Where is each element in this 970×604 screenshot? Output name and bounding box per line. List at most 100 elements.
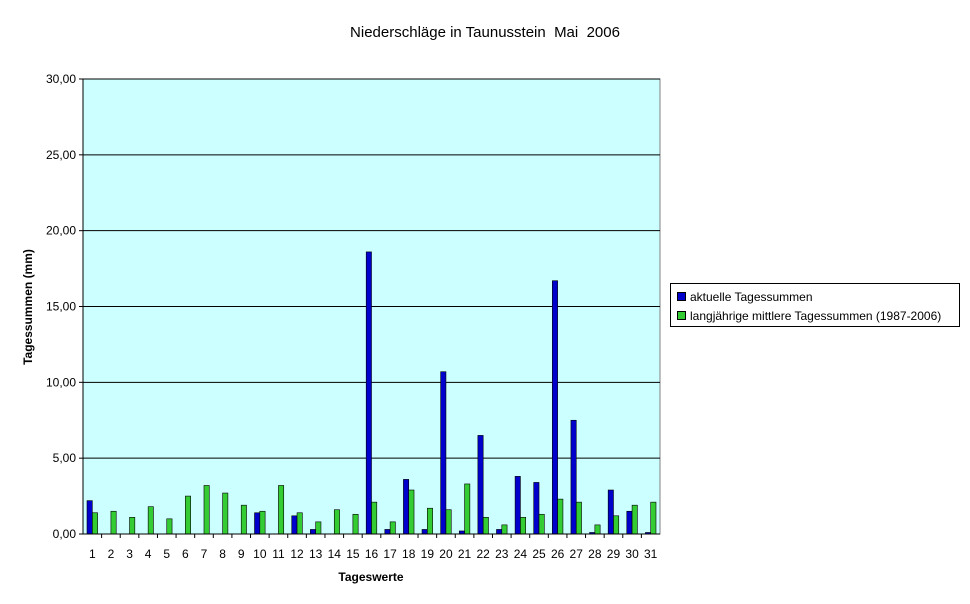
x-tick-label: 4 <box>145 547 152 561</box>
x-tick-label: 25 <box>532 547 546 561</box>
bar-longterm <box>371 501 378 535</box>
bars <box>86 251 657 535</box>
bar-longterm <box>129 517 136 535</box>
bar-longterm <box>222 492 229 535</box>
legend-label-current: aktuelle Tagessummen <box>690 290 813 304</box>
bar-longterm <box>296 512 303 535</box>
bar-longterm <box>203 485 210 535</box>
bar-current <box>607 489 614 535</box>
x-tick-label: 8 <box>219 547 226 561</box>
x-tick-label: 15 <box>346 547 360 561</box>
x-tick-label: 29 <box>607 547 621 561</box>
bar-longterm <box>408 489 415 535</box>
bar-longterm <box>557 498 564 535</box>
bar-longterm <box>110 510 117 535</box>
x-tick-label: 11 <box>272 547 285 561</box>
x-tick-label: 1 <box>89 547 96 561</box>
x-tick-label: 3 <box>126 547 133 561</box>
x-tick-label: 7 <box>201 547 208 561</box>
bar-current <box>477 435 484 535</box>
bar-longterm <box>315 521 322 535</box>
axes <box>79 78 660 538</box>
bar-current <box>533 482 540 535</box>
y-tick-label: 0,00 <box>53 527 77 541</box>
x-tick-label: 19 <box>421 547 435 561</box>
x-tick-label: 20 <box>439 547 453 561</box>
y-tick-label: 10,00 <box>46 375 76 389</box>
bar-current <box>570 419 577 535</box>
bar-current <box>254 512 261 535</box>
x-tick-label: 16 <box>365 547 379 561</box>
legend-swatch-current <box>677 292 686 302</box>
bar-current <box>552 280 558 535</box>
y-axis-title: Tagessummen (mm) <box>21 249 35 365</box>
bar-longterm <box>352 513 359 535</box>
bar-longterm <box>538 513 545 535</box>
bar-longterm <box>520 517 527 535</box>
x-tick-label: 31 <box>644 547 658 561</box>
bar-current <box>310 529 316 535</box>
bar-longterm <box>92 512 98 535</box>
bar-current <box>365 251 372 535</box>
bar-longterm <box>594 524 601 535</box>
x-tick-label: 22 <box>476 547 490 561</box>
x-tick-labels: 1 2 3 4 5 6 7 8 9 10 11 12 13 14 15 16 17 18 19 20 21 22 23 24 2… <box>89 547 658 561</box>
bar-longterm <box>464 483 471 535</box>
bar-longterm <box>389 521 396 535</box>
bar-longterm <box>613 515 620 535</box>
x-axis-title: Tageswerte <box>338 570 403 584</box>
bar-current <box>384 529 391 535</box>
legend-item-current: aktuelle Tagessummen <box>677 289 813 305</box>
x-tick-label: 18 <box>402 547 416 561</box>
x-tick-label: 17 <box>383 547 397 561</box>
x-tick-label: 14 <box>328 547 342 561</box>
x-tick-label: 23 <box>495 547 509 561</box>
bar-longterm <box>631 504 638 535</box>
chart-title: Niederschläge in Taunusstein Mai 2006 <box>350 24 620 41</box>
bar-current <box>514 476 521 535</box>
x-tick-label: 10 <box>253 547 267 561</box>
bar-longterm <box>482 517 489 535</box>
y-tick-labels: 0,00 5,00 10,00 15,00 20,00 25,00 30,00 <box>46 72 76 541</box>
bar-longterm <box>166 518 173 535</box>
x-tick-label: 21 <box>458 547 472 561</box>
legend-item-longterm: langjährige mittlere Tagessummen (1987-2… <box>677 308 941 324</box>
x-tick-label: 5 <box>163 547 170 561</box>
bar-longterm <box>575 501 582 535</box>
bar-current <box>421 529 428 535</box>
bar-longterm <box>333 509 340 535</box>
legend-label-longterm: langjährige mittlere Tagessummen (1987-2… <box>690 309 942 323</box>
bar-longterm <box>147 506 154 535</box>
y-tick-label: 20,00 <box>46 224 76 238</box>
x-tick-label: 6 <box>182 547 189 561</box>
x-tick-label: 27 <box>570 547 584 561</box>
y-tick-label: 25,00 <box>46 148 76 162</box>
x-tick-label: 2 <box>108 547 115 561</box>
x-tick-label: 13 <box>309 547 323 561</box>
x-tick-label: 24 <box>514 547 528 561</box>
bar-longterm <box>445 509 452 535</box>
x-tick-label: 12 <box>290 547 304 561</box>
bar-longterm <box>240 504 247 535</box>
bar-longterm <box>259 510 266 535</box>
x-tick-label: 9 <box>238 547 245 561</box>
x-tick-label: 30 <box>625 547 639 561</box>
y-tick-label: 5,00 <box>53 451 77 465</box>
bar-longterm <box>501 524 508 535</box>
x-tick-label: 26 <box>551 547 565 561</box>
y-tick-label: 30,00 <box>46 72 76 86</box>
bar-longterm <box>650 501 657 535</box>
bar-current <box>403 479 410 535</box>
bar-longterm <box>427 507 433 535</box>
bar-current <box>496 529 503 535</box>
legend: aktuelle Tagessummen langjährige mittler… <box>670 283 960 327</box>
x-tick-label: 28 <box>588 547 602 561</box>
bar-longterm <box>185 495 191 535</box>
legend-swatch-longterm <box>677 311 686 321</box>
bar-longterm <box>278 485 285 535</box>
bar-current <box>291 515 298 535</box>
bar-current <box>86 500 93 535</box>
y-tick-label: 15,00 <box>46 300 76 314</box>
bar-current <box>626 510 633 535</box>
